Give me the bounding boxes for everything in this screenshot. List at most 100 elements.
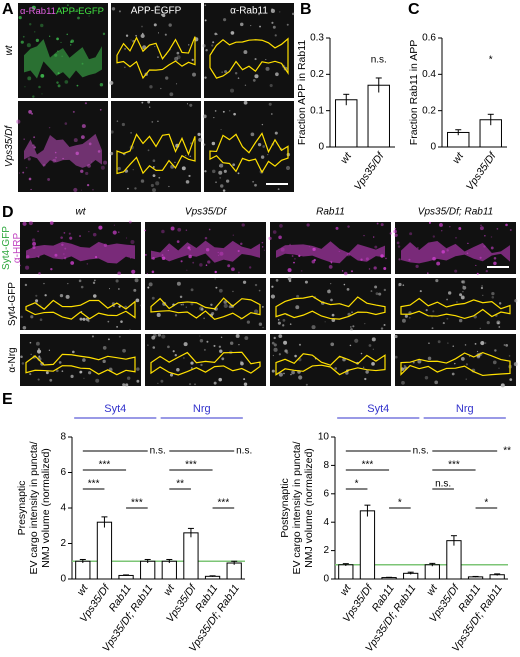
- speckle: [64, 80, 69, 84]
- image-label: α-Rab11: [230, 6, 268, 17]
- speckle: [277, 188, 280, 191]
- speckle: [92, 188, 94, 191]
- speckle: [274, 34, 277, 37]
- y-tick-label: 0.6: [422, 33, 436, 44]
- nmj-outline: [150, 297, 261, 321]
- speckle: [48, 126, 51, 129]
- speckle: [157, 32, 160, 34]
- speckle: [346, 288, 350, 291]
- speckle: [452, 345, 455, 347]
- speckle: [116, 120, 119, 122]
- speckle: [446, 317, 449, 320]
- speckle: [169, 92, 174, 97]
- speckle: [174, 161, 176, 163]
- speckle: [55, 369, 59, 373]
- speckle: [233, 112, 236, 116]
- speckle: [441, 230, 443, 232]
- speckle: [476, 350, 479, 353]
- x-tick-label: Vps35/Df: [464, 150, 499, 193]
- speckle: [198, 137, 203, 142]
- panel-label: D: [2, 204, 14, 221]
- speckle: [82, 358, 86, 362]
- speckle: [188, 174, 191, 178]
- speckle: [203, 317, 205, 320]
- y-axis-label-line: NMJ volume (normalized): [40, 448, 52, 568]
- speckle: [380, 327, 384, 330]
- speckle: [70, 44, 72, 46]
- speckle: [364, 377, 367, 381]
- y-tick-label: 0: [318, 142, 324, 153]
- speckle: [80, 135, 85, 139]
- row-label: Syt4-GFPα-HRP: [1, 226, 23, 270]
- speckle: [56, 37, 59, 41]
- significance-label: ***: [88, 479, 100, 490]
- speckle: [124, 47, 127, 50]
- speckle: [108, 288, 110, 290]
- speckle: [158, 176, 161, 179]
- speckle: [35, 294, 38, 297]
- speckle: [128, 220, 132, 224]
- speckle: [343, 283, 346, 286]
- speckle: [149, 85, 153, 89]
- speckle: [272, 25, 276, 29]
- speckle: [49, 221, 54, 225]
- speckle: [481, 285, 483, 287]
- speckle: [287, 276, 292, 281]
- y-tick-label: 4: [60, 503, 66, 514]
- panel-label: B: [300, 1, 312, 18]
- speckle: [124, 66, 126, 69]
- speckle: [141, 25, 143, 28]
- speckle: [231, 267, 235, 272]
- speckle: [132, 168, 134, 171]
- speckle: [451, 372, 455, 376]
- speckle: [432, 235, 436, 238]
- speckle: [70, 39, 74, 43]
- speckle: [161, 10, 163, 12]
- speckle: [203, 143, 206, 146]
- speckle: [378, 292, 382, 296]
- speckle: [230, 88, 235, 93]
- speckle: [449, 225, 451, 228]
- y-axis-label-line: EV cargo intensity in puncta/: [291, 441, 303, 574]
- nmj-outline: [275, 353, 386, 376]
- speckle: [77, 16, 80, 20]
- speckle: [220, 184, 224, 188]
- y-axis-label: Fraction APP in Rab11: [296, 40, 308, 145]
- speckle: [24, 283, 28, 287]
- speckle: [262, 246, 264, 248]
- speckle: [260, 155, 265, 159]
- speckle: [22, 326, 27, 330]
- speckle: [223, 18, 227, 22]
- speckle: [375, 292, 379, 296]
- speckle: [458, 318, 463, 323]
- speckle: [465, 363, 468, 366]
- speckle: [402, 284, 405, 286]
- y-axis-label: Fraction Rab11 in APP: [408, 40, 420, 145]
- significance-label: ***: [131, 498, 143, 509]
- speckle: [156, 5, 159, 8]
- speckle: [200, 308, 204, 311]
- speckle: [351, 270, 353, 273]
- speckle: [189, 142, 193, 145]
- speckle: [40, 304, 42, 306]
- nmj-stain: [26, 241, 135, 264]
- speckle: [35, 299, 39, 303]
- speckle: [459, 293, 463, 297]
- speckle: [298, 343, 301, 346]
- speckle: [261, 305, 264, 308]
- speckle: [147, 286, 150, 289]
- speckle: [134, 187, 137, 190]
- speckle: [283, 372, 285, 375]
- speckle: [238, 343, 240, 346]
- speckle: [152, 188, 156, 193]
- speckle: [291, 255, 294, 257]
- speckle: [341, 270, 344, 272]
- speckle: [38, 272, 41, 275]
- speckle: [498, 326, 501, 328]
- speckle: [305, 383, 308, 386]
- speckle: [274, 131, 278, 135]
- speckle: [282, 324, 285, 327]
- significance-label: ***: [448, 460, 460, 471]
- significance-label: *: [484, 498, 488, 509]
- speckle: [225, 179, 230, 183]
